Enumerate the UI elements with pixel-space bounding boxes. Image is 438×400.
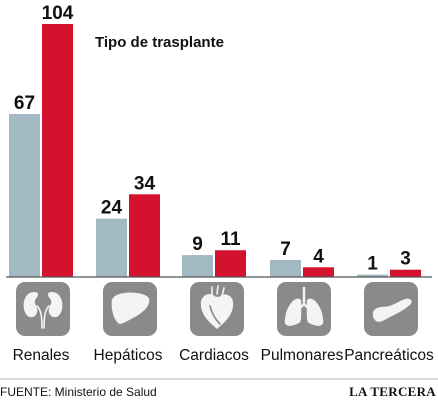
brand-text: LA TERCERA: [349, 384, 436, 399]
bar-pancreáticos-series-2: [390, 269, 421, 277]
bar-pancreáticos-series-1: [357, 274, 388, 277]
bar-hepáticos-series-1: [96, 218, 127, 277]
pancreas-icon: [364, 282, 418, 336]
category-label-renales: Renales: [13, 347, 70, 364]
bar-cardiacos-series-1: [182, 255, 213, 277]
bar-pulmonares-series-2: [303, 267, 334, 277]
category-label-pancreáticos: Pancreáticos: [344, 347, 434, 364]
value-label-cardiacos-series-1: 9: [192, 234, 203, 255]
bar-hepáticos-series-2: [129, 194, 160, 277]
value-label-hepáticos-series-1: 24: [101, 198, 123, 219]
heart-icon: [190, 282, 244, 336]
category-label-cardiacos: Cardiacos: [179, 347, 249, 364]
value-label-pancreáticos-series-1: 1: [367, 254, 378, 275]
liver-icon: [103, 282, 157, 336]
value-labels-group: 67 104 24 34 9 11 7 4 1 3: [14, 3, 411, 275]
value-label-renales-series-2: 104: [42, 3, 74, 24]
bar-renales-series-1: [9, 114, 40, 277]
chart-title: Tipo de trasplante: [95, 34, 224, 51]
bars-group: [9, 24, 421, 277]
bar-cardiacos-series-2: [215, 250, 246, 277]
category-label-hepáticos: Hepáticos: [94, 347, 163, 364]
bar-pulmonares-series-1: [270, 259, 301, 277]
value-label-hepáticos-series-2: 34: [134, 173, 156, 194]
bar-renales-series-2: [42, 24, 73, 277]
value-label-pulmonares-series-1: 7: [280, 239, 291, 260]
source-text: FUENTE: Ministerio de Salud: [0, 385, 157, 399]
value-label-pancreáticos-series-2: 3: [400, 249, 411, 270]
category-label-pulmonares: Pulmonares: [261, 347, 344, 364]
value-label-pulmonares-series-2: 4: [313, 246, 324, 267]
lungs-icon: [277, 282, 331, 336]
category-labels-group: Renales Hepáticos Cardiacos Pulmonares Pancr…: [13, 347, 434, 364]
value-label-renales-series-1: 67: [14, 93, 35, 114]
kidneys-icon: [16, 282, 70, 336]
value-label-cardiacos-series-2: 11: [220, 229, 241, 250]
